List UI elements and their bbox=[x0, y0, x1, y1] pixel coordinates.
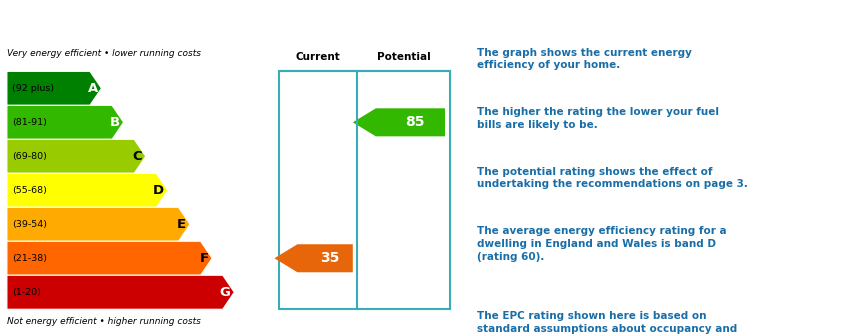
Text: The average energy efficiency rating for a
dwelling in England and Wales is band: The average energy efficiency rating for… bbox=[477, 226, 726, 262]
Text: B: B bbox=[109, 116, 120, 129]
Text: (21-38): (21-38) bbox=[12, 254, 47, 263]
Text: The EPC rating shown here is based on
standard assumptions about occupancy and
e: The EPC rating shown here is based on st… bbox=[477, 311, 737, 336]
Polygon shape bbox=[274, 244, 352, 272]
Text: C: C bbox=[133, 150, 142, 163]
Text: 35: 35 bbox=[319, 251, 339, 265]
Text: (39-54): (39-54) bbox=[12, 220, 47, 229]
Text: (81-91): (81-91) bbox=[12, 118, 47, 127]
Polygon shape bbox=[7, 105, 123, 139]
Polygon shape bbox=[7, 207, 189, 241]
Polygon shape bbox=[7, 71, 102, 105]
Text: (1-20): (1-20) bbox=[12, 288, 41, 297]
Text: (92 plus): (92 plus) bbox=[12, 84, 54, 93]
Text: G: G bbox=[220, 286, 231, 299]
Text: Energy Efficiency Rating: Energy Efficiency Rating bbox=[7, 10, 254, 28]
Text: Current: Current bbox=[295, 52, 340, 61]
Polygon shape bbox=[352, 108, 444, 136]
Polygon shape bbox=[7, 241, 212, 275]
Text: (55-68): (55-68) bbox=[12, 186, 47, 195]
Polygon shape bbox=[7, 173, 168, 207]
Text: The higher the rating the lower your fuel
bills are likely to be.: The higher the rating the lower your fue… bbox=[477, 107, 718, 130]
Text: F: F bbox=[199, 252, 208, 265]
Polygon shape bbox=[7, 275, 234, 309]
Text: Not energy efficient • higher running costs: Not energy efficient • higher running co… bbox=[7, 317, 201, 326]
Text: The potential rating shows the effect of
undertaking the recommendations on page: The potential rating shows the effect of… bbox=[477, 167, 747, 189]
Text: D: D bbox=[153, 184, 164, 197]
Text: Very energy efficient • lower running costs: Very energy efficient • lower running co… bbox=[7, 49, 201, 58]
Text: (69-80): (69-80) bbox=[12, 152, 47, 161]
Text: Potential: Potential bbox=[376, 52, 430, 61]
Text: E: E bbox=[177, 218, 186, 231]
Text: The graph shows the current energy
efficiency of your home.: The graph shows the current energy effic… bbox=[477, 48, 691, 70]
Polygon shape bbox=[7, 139, 146, 173]
Text: A: A bbox=[88, 82, 97, 95]
Text: 85: 85 bbox=[405, 115, 424, 129]
